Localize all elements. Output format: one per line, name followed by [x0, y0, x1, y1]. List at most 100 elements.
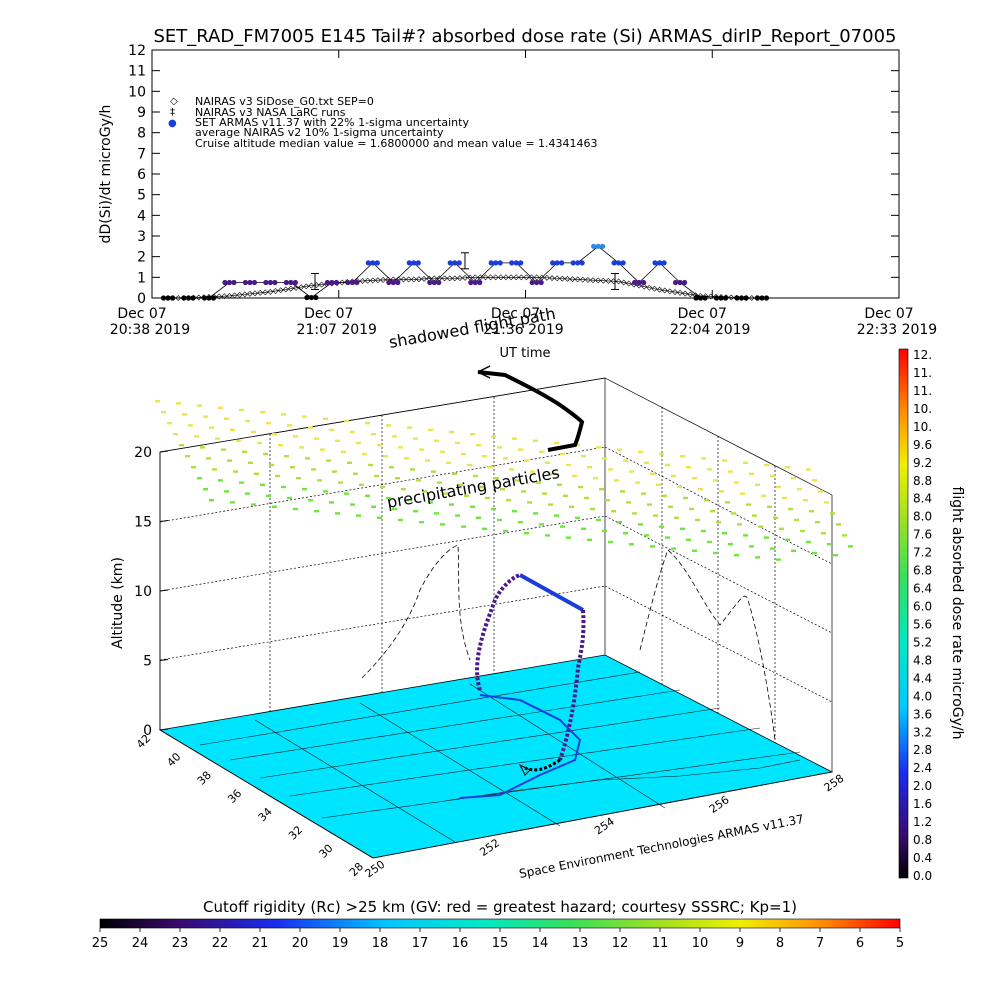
armas-point: [370, 260, 376, 266]
nairas-point: [339, 279, 346, 286]
armas-point: [304, 294, 310, 301]
right-colorbar-tick-label: 6.8: [913, 564, 932, 578]
legend-symbol-nairas-larc: ‡: [170, 107, 175, 118]
precip-dash: [488, 466, 493, 469]
precip-dash: [500, 488, 505, 491]
shadowed-flight-path: [477, 365, 585, 452]
precip-dash: [533, 512, 538, 515]
armas-point: [251, 279, 258, 286]
precip-dash: [401, 488, 406, 491]
right-colorbar-tick-label: 2.0: [913, 779, 932, 793]
bottom-colorbar-tick-label: 5: [896, 936, 904, 951]
right-colorbar-tick-label: 11.: [913, 384, 932, 398]
precip-dash: [350, 430, 355, 434]
armas-point: [616, 260, 622, 266]
precip-dash: [776, 558, 781, 561]
precip-dash: [176, 402, 181, 405]
nairas-point: [287, 285, 294, 292]
longitude-tick-label: 252: [477, 836, 502, 859]
nairas-point: [272, 288, 279, 294]
precip-dash: [608, 468, 613, 471]
precip-dash: [344, 419, 349, 423]
top-y-tick-label: 12: [128, 43, 146, 59]
armas-point: [472, 279, 478, 286]
top-x-tick-date: Dec 07: [304, 306, 353, 322]
precip-dash: [638, 523, 643, 526]
right-colorbar-tick-label: 11.: [913, 366, 932, 380]
precip-dash: [749, 545, 754, 548]
armas-point: [395, 279, 401, 286]
precip-dash: [674, 516, 679, 519]
bottom-colorbar-tick-label: 9: [736, 936, 744, 951]
armas-point: [247, 279, 253, 286]
precip-dash: [215, 437, 220, 440]
nairas-point: [482, 274, 489, 281]
nairas-point: [549, 275, 555, 282]
top-y-tick-label: 10: [128, 84, 146, 100]
precip-dash: [605, 499, 610, 502]
right-colorbar-tick-label: 2.8: [913, 743, 932, 757]
precip-dash: [641, 492, 646, 495]
armas-point: [600, 243, 606, 249]
precip-dash: [587, 538, 592, 541]
top-x-tick-date: Dec 07: [864, 306, 913, 322]
bottom-colorbar: Cutoff rigidity (Rc) >25 km (GV: red = g…: [92, 898, 904, 951]
precip-dash: [221, 448, 226, 451]
precip-dash: [683, 496, 688, 500]
precip-dash: [428, 501, 433, 504]
precip-dash: [272, 505, 277, 508]
latitude-tick-label: 38: [195, 769, 214, 788]
armas-point: [226, 279, 233, 286]
precip-dash: [557, 483, 562, 486]
top-y-tick-label: 3: [137, 229, 146, 245]
precip-dash: [287, 424, 292, 427]
armas-point: [636, 279, 642, 286]
precip-dash: [239, 481, 244, 484]
top-y-tick-label: 4: [137, 208, 146, 224]
precip-dash: [536, 481, 541, 484]
armas-point: [620, 260, 626, 266]
precip-dash: [524, 459, 529, 462]
armas-point: [497, 260, 503, 266]
nairas-point: [462, 274, 468, 281]
top-legend: ◇ NAIRAS v3 SiDose_G0.txt SEP=0 ‡ NAIRAS…: [168, 95, 598, 150]
armas-point: [447, 260, 453, 266]
legend-symbol-nairas-v3: ◇: [170, 96, 178, 107]
nairas-point: [666, 288, 673, 295]
precip-dash: [581, 455, 586, 458]
precip-dash: [476, 516, 481, 519]
precip-dash: [296, 477, 301, 480]
legend-entry-armas: SET ARMAS v11.37 with 22% 1-sigma uncert…: [195, 116, 469, 129]
precip-dash: [575, 516, 580, 519]
bottom-colorbar-tick-label: 14: [532, 936, 549, 951]
altitude-tick-label: 10: [134, 584, 152, 600]
precip-dash: [515, 479, 520, 482]
top-y-tick-label: 2: [137, 250, 146, 266]
precip-dash: [455, 514, 460, 517]
precip-dash: [314, 510, 319, 513]
precip-dash: [479, 485, 484, 489]
precip-dash: [512, 510, 517, 513]
armas-point: [509, 260, 515, 266]
precip-dash: [698, 488, 703, 491]
precip-dash: [485, 496, 490, 500]
precip-dash: [626, 501, 631, 504]
precip-dash: [710, 510, 715, 513]
armas-point: [734, 295, 740, 301]
precip-dash: [461, 525, 466, 528]
precip-dash: [761, 494, 766, 497]
precip-dash: [491, 435, 496, 438]
nairas-point: [651, 285, 658, 292]
armas-point: [386, 279, 392, 286]
precip-dash: [527, 501, 532, 504]
precip-dash: [722, 459, 727, 462]
precip-dash: [173, 433, 178, 436]
precip-dash: [263, 452, 268, 456]
precip-dash: [398, 518, 403, 522]
precip-dash: [803, 499, 808, 502]
precip-dash: [335, 512, 340, 515]
map-boundaries: [199, 671, 801, 843]
nairas-point: [216, 293, 223, 300]
precip-dash: [440, 523, 445, 526]
